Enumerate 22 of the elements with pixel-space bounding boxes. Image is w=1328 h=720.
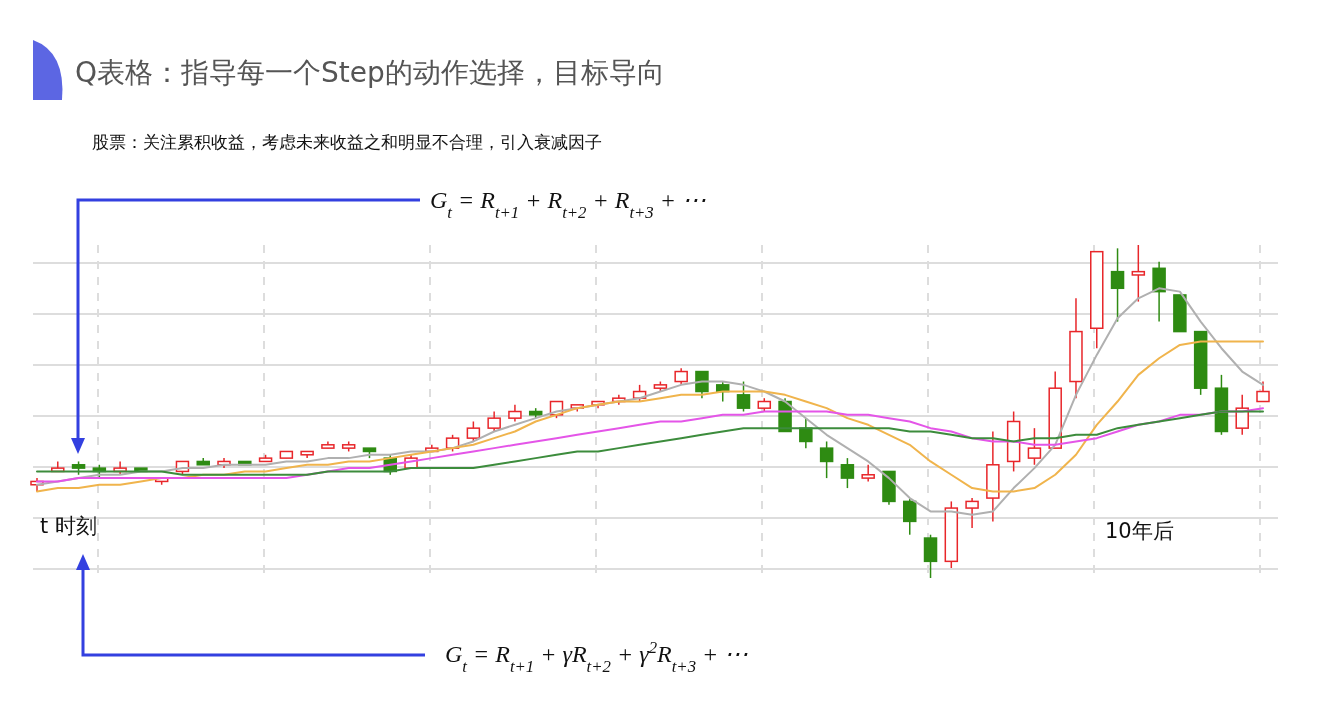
annotation: 10年后 [1105, 519, 1174, 543]
candlestick [1110, 247, 1125, 323]
chart-title: Q表格：指导每一个Step的动作选择，目标导向 [75, 56, 665, 89]
text: G$_{t}$ = R$_{t+1}$ + R$_{t+2}$ + R$_{t+3}$ + ⋯ [430, 187, 706, 222]
candlestick [1256, 380, 1270, 403]
candlestick [487, 410, 501, 433]
candlestick [840, 457, 855, 489]
candlestick [1131, 244, 1146, 303]
annotation: t 时刻 [40, 514, 97, 538]
candlestick [466, 420, 481, 443]
candlestick [819, 440, 834, 479]
text: G$_{t}$ = R$_{t+1}$ + γR$_{t+2}$ + γ$^{2}$R$_{t+3}$ + ⋯ [445, 637, 749, 676]
candlestick [736, 380, 751, 413]
candlestick [1027, 427, 1042, 466]
candlestick [923, 533, 938, 579]
candlestick [965, 497, 979, 529]
candlestick [799, 417, 813, 449]
candlestick [1152, 260, 1166, 323]
chart-subtitle: 股票：关注累积收益，考虑未来收益之和明显不合理，引入衰减因子 [92, 132, 602, 152]
candlestick [1235, 394, 1249, 436]
candlestick [903, 497, 917, 536]
candlestick [695, 370, 709, 399]
